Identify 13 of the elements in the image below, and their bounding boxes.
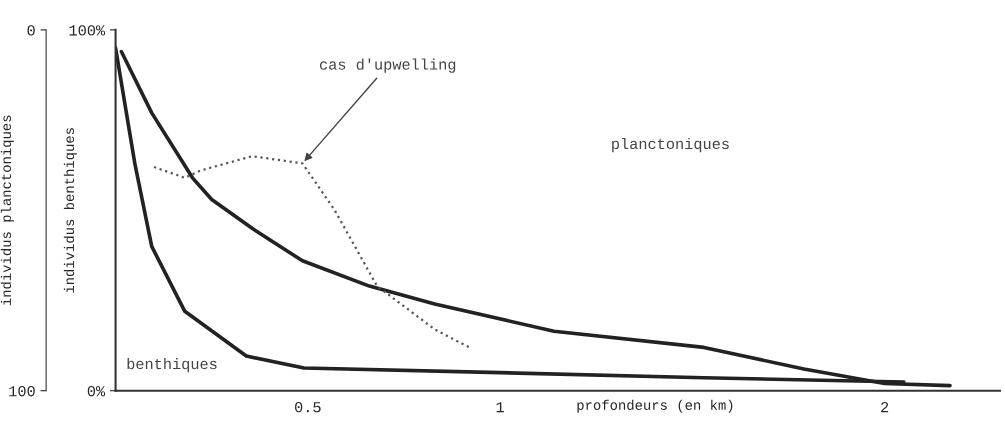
y-axis-title: individus benthiques xyxy=(63,128,77,293)
annotation: planctoniques xyxy=(612,137,729,153)
y-tick-label: 0% xyxy=(87,386,106,397)
annotation: benthiques xyxy=(127,357,217,373)
y2-tick-label: 100 xyxy=(9,386,35,397)
y2-tick-label: 0 xyxy=(27,25,35,36)
annotation: cas d'upwelling xyxy=(319,58,456,73)
x-tick-label: 1 xyxy=(496,402,504,413)
y2-axis-title: individus planctoniques xyxy=(0,115,14,306)
x-tick-label: 0.5 xyxy=(295,401,321,413)
y-tick-label: 100% xyxy=(69,25,106,36)
x-tick-label: 2 xyxy=(881,401,889,413)
x-axis-title: profondeurs (en km) xyxy=(577,399,733,413)
